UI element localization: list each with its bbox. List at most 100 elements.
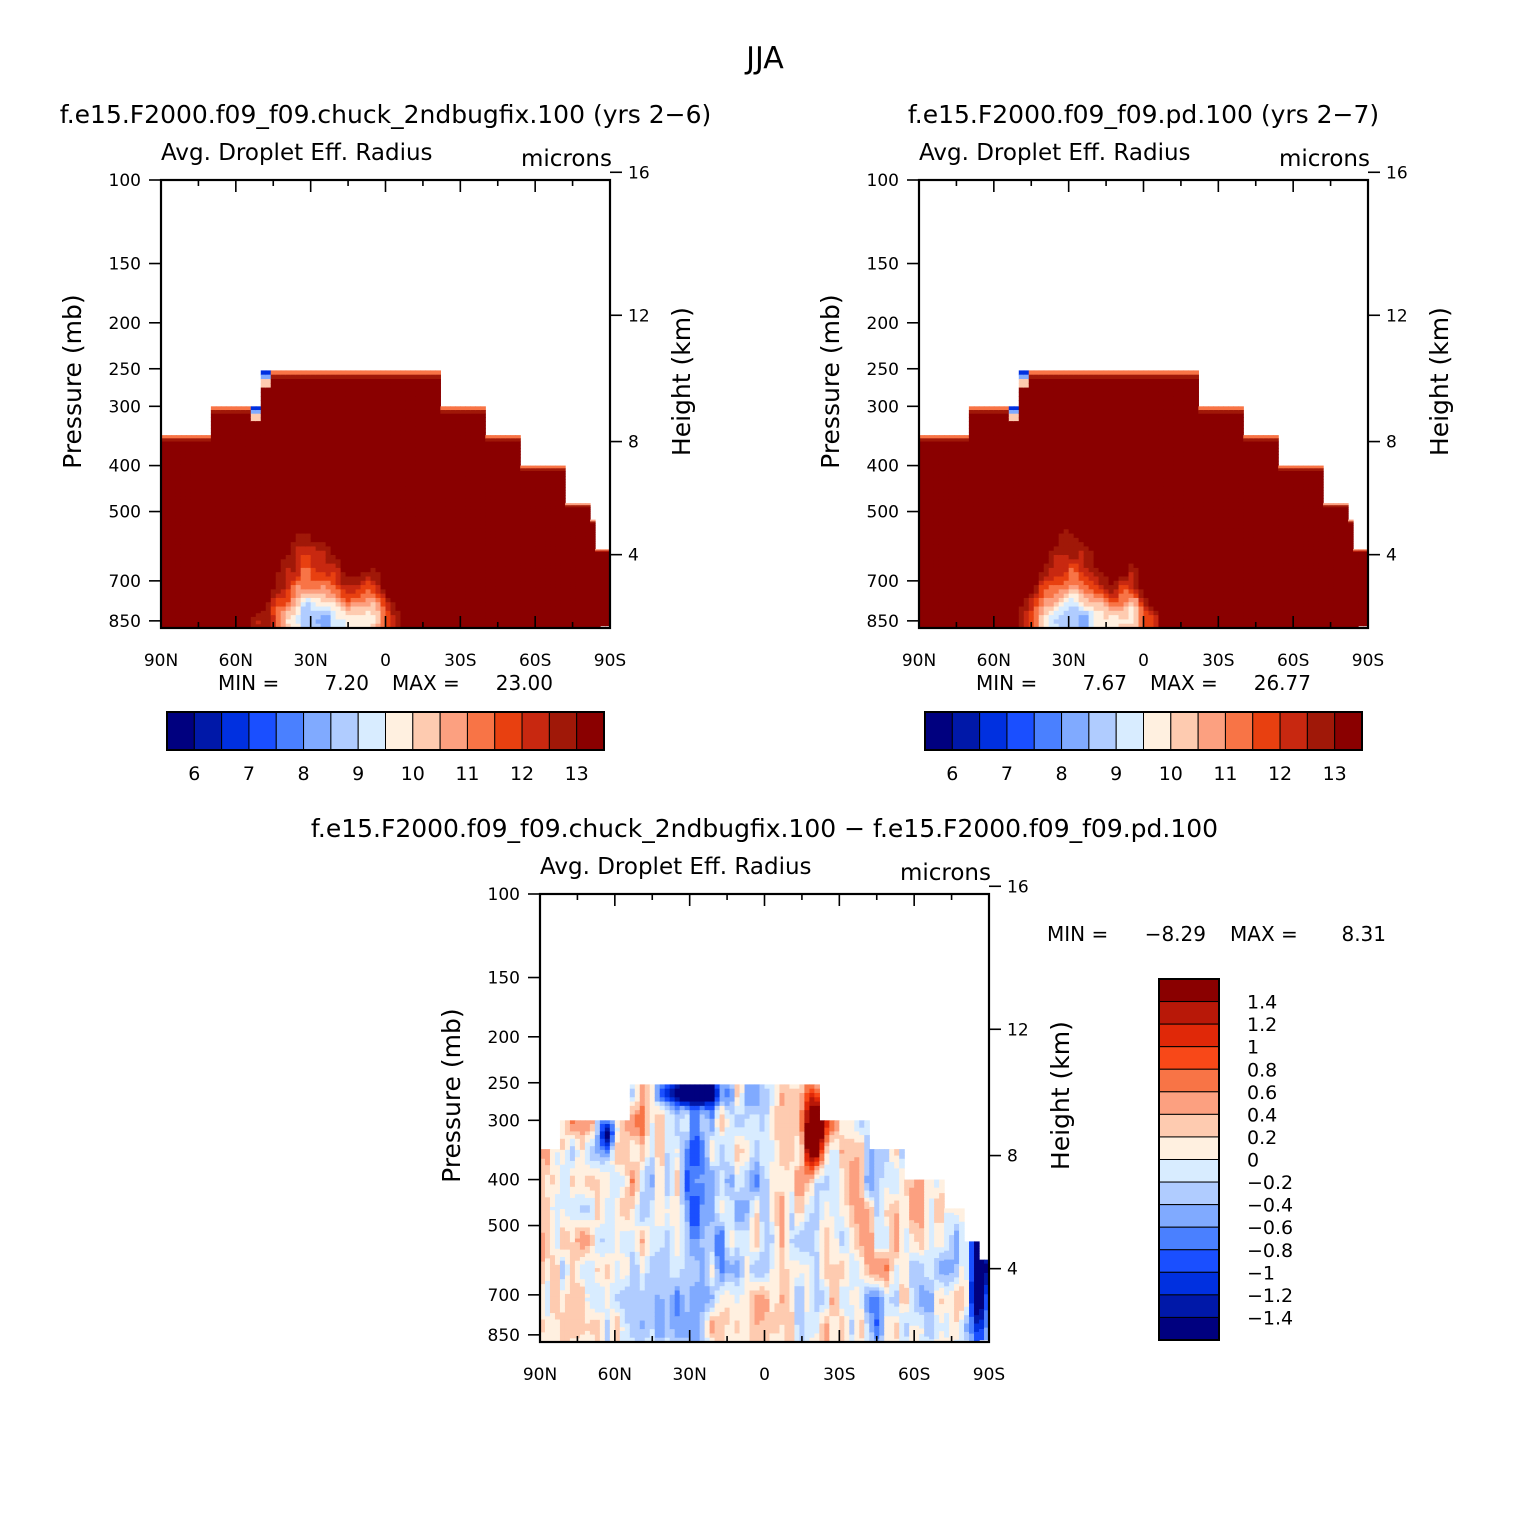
field-cell [245,439,252,444]
field-cell [225,461,232,467]
field-cell [350,421,357,427]
field-cell [415,619,422,625]
field-cell [440,465,446,470]
field-cell [300,606,307,612]
field-cell [185,566,192,571]
field-cell [240,539,247,544]
field-cell [465,476,471,481]
field-cell [255,472,262,478]
field-cell [480,432,486,437]
field-cell [445,480,451,485]
field-cell [455,535,461,540]
field-cell [180,602,187,607]
field-cell [390,443,397,449]
field-cell [475,435,481,441]
field-cell [415,413,422,419]
field-cell [180,531,187,536]
field-cell [430,374,436,380]
field-cell [465,509,471,515]
field-cell [245,494,252,500]
field-cell [410,542,417,548]
field-cell [430,499,436,505]
field-cell [500,525,506,529]
field-cell [425,567,431,573]
field-cell [490,480,496,484]
field-cell [180,615,187,619]
field-cell [520,581,526,586]
field-cell [480,476,486,481]
field-cell [280,546,287,552]
field-cell [245,461,252,467]
field-cell [425,413,431,419]
field-cell [165,605,172,610]
field-cell [500,467,506,472]
field-cell [460,554,466,559]
field-cell [285,426,292,432]
field-cell [310,576,317,582]
field-cell [450,472,456,478]
field-cell [295,486,302,492]
field-cell [260,563,267,569]
field-cell [245,443,252,448]
field-cell [195,579,202,584]
field-cell [430,409,436,414]
field-cell [265,370,272,376]
field-cell [445,498,451,503]
field-cell [375,555,382,560]
field-cell [415,507,422,513]
field-cell [470,417,476,422]
field-cell [161,476,167,481]
field-cell [325,529,332,535]
field-cell [355,396,362,402]
field-cell [365,370,372,376]
field-cell [280,370,287,376]
field-cell [255,550,262,555]
field-cell [505,518,511,523]
field-cell [455,583,461,588]
field-cell [205,496,212,501]
field-cell [220,609,227,614]
field-cell [330,490,337,496]
field-cell [370,421,377,427]
field-cell [275,464,282,470]
field-cell [185,447,192,452]
field-cell [445,421,451,426]
field-cell [315,585,322,590]
field-cell [495,499,501,504]
field-cell [295,503,302,509]
field-cell [520,473,526,478]
field-cell [240,616,247,622]
field-cell [380,413,387,419]
field-cell [425,550,431,556]
field-cell [495,547,501,552]
field-cell [360,477,367,483]
field-cell [490,534,496,539]
field-cell [385,477,392,483]
field-cell [385,555,392,560]
field-cell [180,512,187,517]
field-cell [465,494,471,500]
field-cell [350,559,357,565]
field-cell [510,492,516,497]
field-cell [250,458,257,463]
field-cell [440,446,446,452]
field-cell [180,451,187,455]
field-cell [520,492,526,496]
field-cell [465,513,471,518]
field-cell [510,602,516,607]
field-cell [295,443,302,449]
field-cell [490,496,496,501]
field-cell [161,512,167,517]
field-cell [465,554,471,559]
field-cell [400,434,407,440]
field-cell [400,486,407,492]
field-cell [275,434,282,440]
field-cell [305,430,312,436]
field-cell [320,486,327,492]
field-cell [270,494,277,500]
field-cell [355,593,362,599]
field-cell [480,506,486,511]
field-cell [220,509,227,515]
field-cell [305,567,312,573]
field-cell [180,624,187,629]
